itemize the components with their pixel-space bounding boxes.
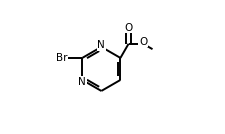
Text: N: N <box>78 77 86 87</box>
Text: Br: Br <box>56 53 68 63</box>
Text: O: O <box>138 37 146 47</box>
Text: O: O <box>124 23 132 33</box>
Text: N: N <box>97 40 105 50</box>
